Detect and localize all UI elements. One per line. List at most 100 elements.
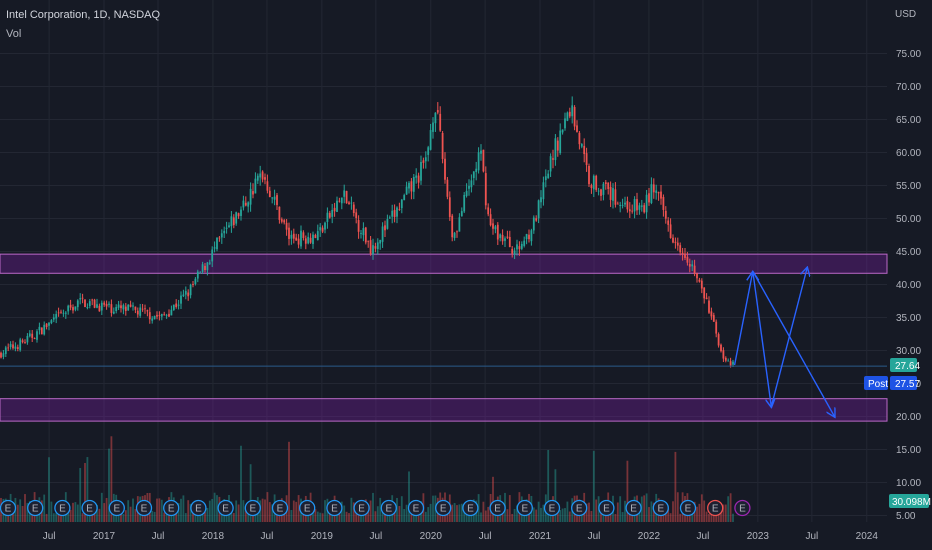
support-resistance-zones[interactable] [0, 253, 888, 422]
candle-body [196, 271, 199, 279]
candle-body [55, 314, 58, 319]
volume-bar [415, 513, 418, 522]
earnings-marker-letter: E [576, 504, 583, 515]
candle-body [117, 304, 120, 308]
candle-body [84, 299, 86, 308]
candle-body [489, 214, 492, 226]
candle-body [559, 130, 562, 154]
earnings-marker-icon[interactable]: E [516, 499, 533, 517]
time-axis[interactable]: Jul 2017 Jul 2018 Jul 2019 Jul 2020 Jul 2021 Jul 20… [43, 531, 879, 542]
earnings-marker-icon[interactable]: E [135, 499, 153, 517]
earnings-marker-icon[interactable]: E [299, 499, 316, 517]
time-tick-label: 2024 [856, 531, 879, 542]
volume-bar [21, 505, 24, 522]
volume-bar [343, 505, 346, 522]
volume-bar [295, 501, 298, 522]
candle-body [420, 161, 422, 181]
volume-bar [86, 457, 89, 522]
earnings-marker-icon[interactable]: E [244, 499, 261, 517]
volume-bar [556, 507, 559, 522]
candle-body [355, 212, 358, 219]
volume-bar [314, 509, 317, 522]
candle-body [40, 327, 43, 335]
volume-bar [376, 506, 379, 522]
earnings-marker-icon[interactable]: E [27, 499, 44, 517]
earnings-marker-icon[interactable]: E [353, 499, 370, 517]
earnings-marker-icon[interactable]: E [734, 499, 751, 517]
projection-arrows[interactable] [733, 268, 835, 417]
candle-body [43, 324, 46, 335]
candle-body [388, 217, 391, 219]
earnings-marker-icon[interactable]: E [571, 499, 588, 517]
price-tick-label: 60.00 [896, 148, 921, 159]
time-tick-label: 2023 [747, 531, 770, 542]
volume-bar [288, 441, 290, 522]
volume-bar [619, 496, 622, 522]
volume-bar [319, 512, 322, 522]
volume-bar [724, 504, 727, 522]
candle-body [225, 227, 228, 229]
volume-bar [271, 504, 274, 522]
volume-bar [264, 499, 266, 522]
candle-body [163, 314, 166, 316]
candle-body [177, 304, 180, 306]
earnings-marker-icon[interactable]: E [190, 499, 207, 517]
candle-body [48, 322, 50, 326]
earnings-marker-icon[interactable]: E [0, 499, 17, 517]
candle-body [64, 312, 67, 314]
earnings-marker-icon[interactable]: E [407, 499, 425, 517]
candle-body [285, 222, 288, 230]
volume-bar [93, 508, 96, 522]
earnings-marker-icon[interactable]: E [271, 499, 289, 517]
candle-body [688, 264, 691, 267]
candle-body [314, 235, 317, 239]
earnings-marker-icon[interactable]: E [543, 499, 561, 517]
earnings-marker-icon[interactable]: E [679, 499, 697, 517]
earnings-marker-icon[interactable]: E [54, 499, 71, 517]
candle-body [619, 204, 622, 207]
earnings-marker-icon[interactable]: E [326, 499, 343, 517]
candle-body [381, 226, 384, 242]
volume-bar [19, 499, 22, 522]
candle-body [216, 237, 218, 250]
earnings-marker-letter: E [739, 504, 746, 515]
volume-bar [688, 512, 691, 522]
candle-body [259, 173, 262, 178]
price-candles [0, 96, 734, 368]
volume-bar [278, 511, 281, 522]
volume-bar [297, 495, 300, 522]
last-price-badge-bg [890, 358, 917, 372]
earnings-marker-letter: E [304, 504, 311, 515]
earnings-marker-icon[interactable]: E [435, 499, 452, 517]
volume-bar [76, 504, 79, 522]
time-tick-label: Jul [152, 531, 165, 542]
earnings-marker-icon[interactable]: E [217, 499, 234, 517]
earnings-marker-icon[interactable]: E [489, 499, 506, 517]
earnings-marker-letter: E [222, 504, 229, 515]
projection-arrow-3 [752, 270, 835, 416]
price-axis[interactable]: USD 75.00 70.00 65.00 60.00 55.00 50.00 45.00 4… [895, 9, 921, 522]
earnings-marker-icon[interactable]: E [652, 499, 669, 517]
price-tick-label: 15.00 [896, 445, 921, 456]
earnings-marker-icon[interactable]: E [380, 499, 397, 517]
candle-body [710, 311, 713, 317]
post-label-bg [864, 376, 888, 390]
earnings-marker-icon[interactable]: E [108, 499, 125, 517]
earnings-marker-icon[interactable]: E [598, 499, 615, 517]
candle-body [715, 321, 718, 334]
symbol-title[interactable]: Intel Corporation, 1D, NASDAQ [6, 9, 161, 21]
post-label: Post [868, 379, 888, 390]
earnings-marker-icon[interactable]: E [462, 499, 479, 517]
candle-body [441, 132, 444, 159]
candle-body [21, 340, 24, 343]
earnings-marker-icon[interactable]: E [81, 499, 98, 517]
volume-bar [614, 513, 617, 522]
earnings-marker-icon[interactable]: E [707, 499, 724, 517]
candle-body [520, 243, 523, 249]
earnings-marker-icon[interactable]: E [625, 499, 642, 517]
candle-body [91, 299, 94, 301]
volume-indicator-label[interactable]: Vol [6, 28, 22, 40]
earnings-marker-icon[interactable]: E [163, 499, 180, 517]
